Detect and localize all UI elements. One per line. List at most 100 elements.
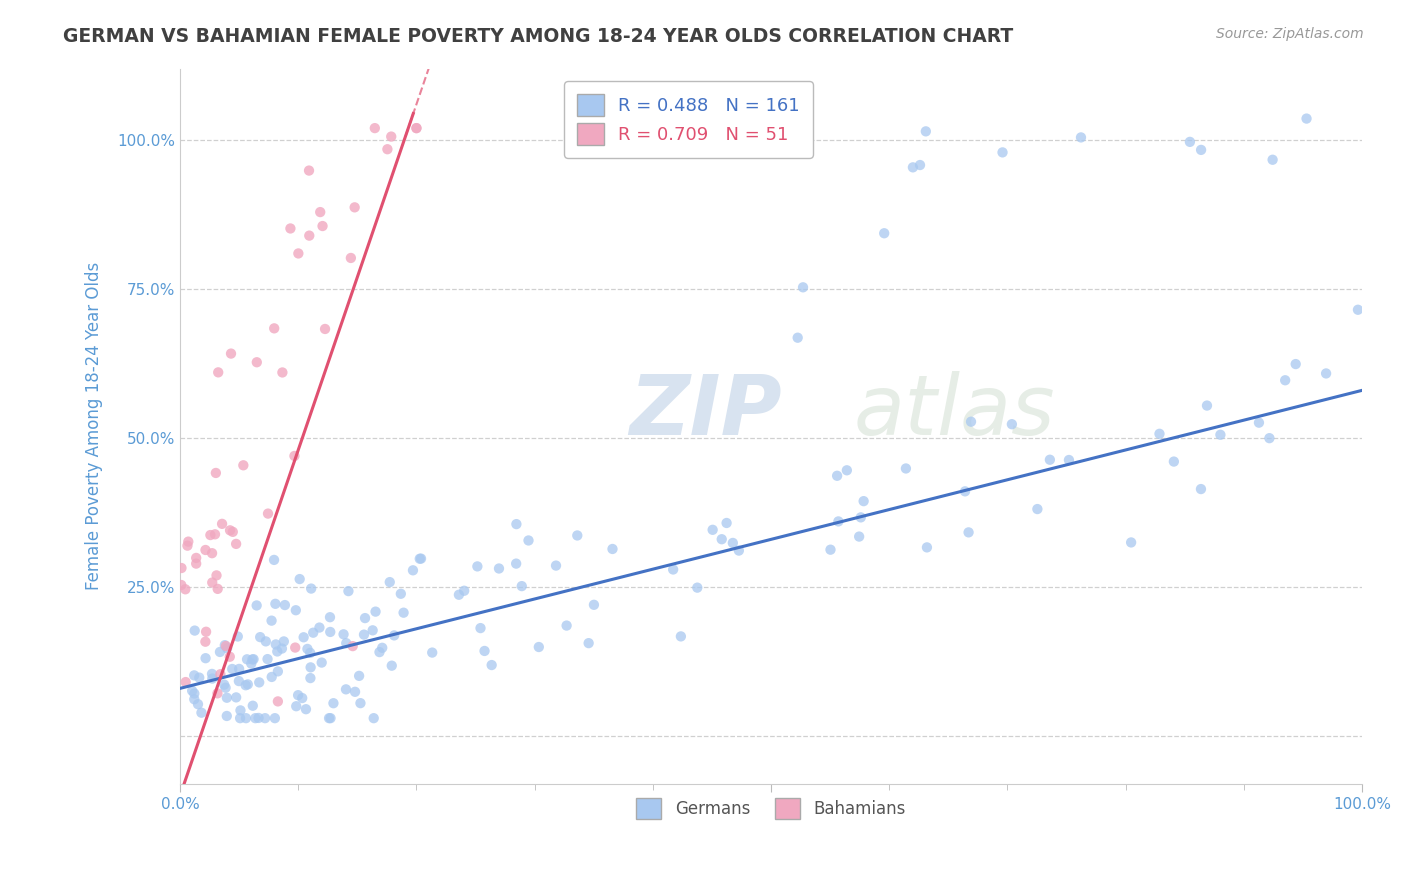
Point <box>409 551 432 566</box>
Point <box>287 246 309 260</box>
Point <box>835 463 858 477</box>
Point <box>908 158 931 172</box>
Point <box>1209 427 1232 442</box>
Point <box>1195 399 1218 413</box>
Point <box>1258 431 1281 445</box>
Point <box>470 621 492 635</box>
Point <box>212 678 235 692</box>
Point <box>827 515 849 529</box>
Point <box>209 667 232 681</box>
Point <box>299 582 322 596</box>
Point <box>332 627 354 641</box>
Point <box>582 598 605 612</box>
Point <box>194 543 217 558</box>
Point <box>298 228 321 243</box>
Point <box>211 516 233 531</box>
Point <box>183 624 205 638</box>
Point <box>264 597 287 611</box>
Point <box>214 681 236 695</box>
Point <box>170 578 193 592</box>
Point <box>246 355 269 369</box>
Point <box>219 524 242 538</box>
Point <box>402 563 425 577</box>
Point <box>848 530 870 544</box>
Point <box>194 651 217 665</box>
Point <box>254 634 277 648</box>
Point <box>335 636 357 650</box>
Point <box>1189 482 1212 496</box>
Point <box>247 675 270 690</box>
Point <box>1178 135 1201 149</box>
Point <box>225 537 247 551</box>
Point <box>825 468 848 483</box>
Point <box>271 366 294 380</box>
Point <box>1001 417 1024 432</box>
Text: GERMAN VS BAHAMIAN FEMALE POVERTY AMONG 18-24 YEAR OLDS CORRELATION CHART: GERMAN VS BAHAMIAN FEMALE POVERTY AMONG … <box>63 27 1014 45</box>
Point <box>285 699 308 714</box>
Point <box>235 711 257 725</box>
Point <box>1026 502 1049 516</box>
Point <box>215 639 238 653</box>
Point <box>215 709 238 723</box>
Point <box>792 280 814 294</box>
Point <box>249 630 271 644</box>
Text: Source: ZipAtlas.com: Source: ZipAtlas.com <box>1216 27 1364 41</box>
Point <box>222 524 245 539</box>
Point <box>453 583 475 598</box>
Point <box>377 142 399 156</box>
Point <box>214 638 236 652</box>
Point <box>200 528 222 542</box>
Point <box>225 690 247 705</box>
Point <box>309 205 332 219</box>
Point <box>392 606 415 620</box>
Point <box>710 533 733 547</box>
Point <box>381 658 404 673</box>
Point <box>686 581 709 595</box>
Legend: Germans, Bahamians: Germans, Bahamians <box>630 792 912 825</box>
Point <box>322 696 344 710</box>
Point <box>354 611 377 625</box>
Point <box>297 641 319 656</box>
Point <box>292 630 315 644</box>
Point <box>229 703 252 717</box>
Point <box>602 541 624 556</box>
Point <box>342 639 364 653</box>
Point <box>280 221 302 235</box>
Point <box>1149 426 1171 441</box>
Point <box>267 694 290 708</box>
Point <box>335 682 357 697</box>
Point <box>228 674 250 689</box>
Point <box>183 668 205 682</box>
Point <box>195 624 218 639</box>
Point <box>1121 535 1143 549</box>
Point <box>299 671 322 685</box>
Point <box>488 561 510 575</box>
Point <box>207 686 229 700</box>
Point <box>194 634 217 648</box>
Point <box>371 640 394 655</box>
Point <box>467 559 489 574</box>
Point <box>544 558 567 573</box>
Point <box>420 646 443 660</box>
Point <box>567 528 589 542</box>
Point <box>284 640 307 655</box>
Point <box>510 579 533 593</box>
Point <box>517 533 540 548</box>
Point <box>1039 452 1062 467</box>
Point <box>1315 367 1337 381</box>
Point <box>263 711 285 725</box>
Point <box>721 536 744 550</box>
Point <box>319 624 342 639</box>
Point <box>852 494 875 508</box>
Point <box>353 627 375 641</box>
Point <box>271 641 294 656</box>
Point <box>344 685 367 699</box>
Point <box>527 640 550 654</box>
Point <box>232 458 254 473</box>
Point <box>298 163 321 178</box>
Point <box>188 671 211 685</box>
Point <box>311 219 333 233</box>
Text: atlas: atlas <box>853 371 1056 452</box>
Point <box>389 587 412 601</box>
Point <box>318 711 340 725</box>
